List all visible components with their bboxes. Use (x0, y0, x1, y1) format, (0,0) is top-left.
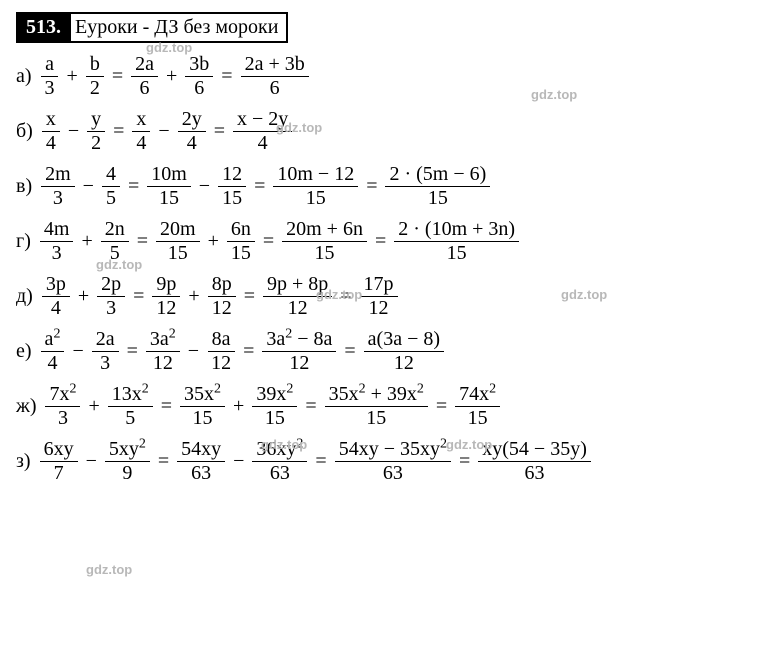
fraction: 2a6 (131, 53, 158, 100)
header-text: Еуроки - ДЗ без мороки (67, 12, 288, 43)
fraction: 20m + 6n15 (282, 218, 367, 265)
fraction: 39x215 (252, 383, 297, 430)
row-zh: ж) 7x23 + 13x25 = 35x215 + 39x215 = 35x2… (16, 383, 764, 430)
fraction: 9p12 (152, 273, 180, 320)
row-label: ж) (16, 395, 36, 418)
fraction: 2 · (5m − 6)15 (385, 163, 490, 210)
fraction: 2n5 (101, 218, 129, 265)
row-label: б) (16, 120, 33, 143)
fraction: 17p12 (360, 273, 398, 320)
row-label: г) (16, 230, 31, 253)
row-label: в) (16, 175, 32, 198)
fraction: 35x215 (180, 383, 225, 430)
row-label: е) (16, 340, 32, 363)
fraction: 54xy − 35xy263 (335, 438, 451, 485)
header: 513.Еуроки - ДЗ без мороки (16, 12, 764, 43)
page-container: 513.Еуроки - ДЗ без мороки gdz.topgdz.to… (16, 12, 764, 485)
fraction: 3a2 − 8a12 (262, 328, 336, 375)
fraction: a3 (41, 53, 59, 100)
fraction: y2 (87, 108, 105, 155)
row-b: б) x4 − y2 = x4 − 2y4 = x − 2y4 (16, 108, 764, 155)
row-v: в) 2m3 − 45 = 10m15 − 1215 = 10m − 1215 … (16, 163, 764, 210)
fraction: 3a212 (146, 328, 180, 375)
fraction: 2m3 (41, 163, 75, 210)
row-e: е) a24 − 2a3 = 3a212 − 8a12 = 3a2 − 8a12… (16, 328, 764, 375)
fraction: 2y4 (178, 108, 206, 155)
fraction: a24 (41, 328, 65, 375)
fraction: 2 · (10m + 3n)15 (394, 218, 519, 265)
row-label: д) (16, 285, 33, 308)
fraction: 8a12 (207, 328, 235, 375)
fraction: 2a3 (92, 328, 119, 375)
fraction: x4 (42, 108, 60, 155)
fraction: a(3a − 8)12 (364, 328, 444, 375)
fraction: 2a + 3b6 (241, 53, 309, 100)
fraction: 45 (102, 163, 120, 210)
fraction: 8p12 (208, 273, 236, 320)
fraction: 54xy63 (177, 438, 225, 485)
fraction: 20m15 (156, 218, 200, 265)
fraction: 10m15 (147, 163, 191, 210)
fraction: x4 (132, 108, 150, 155)
fraction: 4m3 (40, 218, 74, 265)
fraction: 3b6 (185, 53, 213, 100)
fraction: x − 2y4 (233, 108, 292, 155)
fraction: 1215 (218, 163, 246, 210)
row-a: а) a3 + b2 = 2a6 + 3b6 = 2a + 3b6 (16, 53, 764, 100)
fraction: 7x23 (45, 383, 80, 430)
watermark: gdz.top (86, 562, 132, 577)
fraction: 13x25 (108, 383, 153, 430)
fraction: 3p4 (42, 273, 70, 320)
fraction: 5xy29 (105, 438, 150, 485)
row-g: г) 4m3 + 2n5 = 20m15 + 6n15 = 20m + 6n15… (16, 218, 764, 265)
problem-number: 513. (16, 12, 71, 43)
fraction: 35x2 + 39x215 (325, 383, 428, 430)
fraction: 6n15 (227, 218, 255, 265)
fraction: 10m − 1215 (273, 163, 358, 210)
fraction: xy(54 − 35y)63 (478, 438, 591, 485)
fraction: 6xy7 (40, 438, 78, 485)
fraction: 2p3 (97, 273, 125, 320)
fraction: b2 (86, 53, 104, 100)
row-label: з) (16, 450, 31, 473)
row-z: з) 6xy7 − 5xy29 = 54xy63 − 36xy263 = 54x… (16, 438, 764, 485)
row-d: д) 3p4 + 2p3 = 9p12 + 8p12 = 9p + 8p12 =… (16, 273, 764, 320)
row-label: а) (16, 65, 32, 88)
fraction: 9p + 8p12 (263, 273, 332, 320)
fraction: 36xy263 (252, 438, 307, 485)
fraction: 74x215 (455, 383, 500, 430)
